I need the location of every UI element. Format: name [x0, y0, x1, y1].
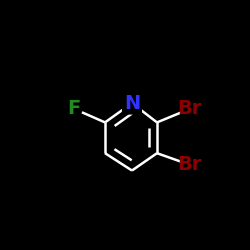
Text: N: N — [124, 94, 140, 113]
Text: Br: Br — [178, 100, 202, 118]
Text: Br: Br — [178, 155, 202, 174]
Text: F: F — [68, 100, 81, 118]
